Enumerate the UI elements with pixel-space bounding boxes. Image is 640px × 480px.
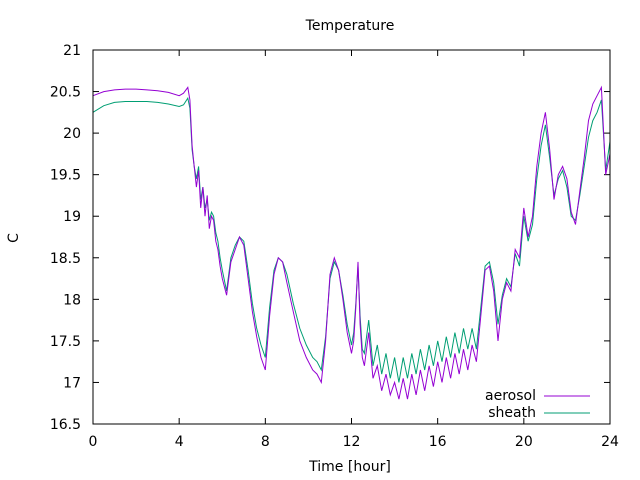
y-tick-label: 21 bbox=[63, 43, 81, 59]
x-tick-label: 12 bbox=[343, 434, 361, 450]
y-tick-label: 19 bbox=[63, 209, 81, 225]
y-tick-label: 17.5 bbox=[50, 334, 81, 350]
y-tick-label: 20 bbox=[63, 126, 81, 142]
x-tick-label: 16 bbox=[429, 434, 447, 450]
legend-label-sheath: sheath bbox=[488, 405, 536, 421]
legend: aerosol sheath bbox=[485, 388, 590, 421]
series-line-aerosol bbox=[92, 85, 611, 400]
x-axis-label: Time [hour] bbox=[308, 459, 391, 475]
x-tick-label: 8 bbox=[261, 434, 270, 450]
y-tick-label: 20.5 bbox=[50, 85, 81, 101]
y-tick-label: 17 bbox=[63, 375, 81, 391]
y-tick-label: 19.5 bbox=[50, 168, 81, 184]
chart-title: Temperature bbox=[305, 18, 395, 34]
y-axis-label: C bbox=[6, 233, 22, 243]
x-tick-label: 0 bbox=[89, 434, 98, 450]
y-tick-label: 18.5 bbox=[50, 251, 81, 267]
y-tick-label: 16.5 bbox=[50, 417, 81, 433]
x-tick-label: 20 bbox=[515, 434, 533, 450]
series-lines bbox=[92, 85, 611, 400]
x-tick-label: 4 bbox=[175, 434, 184, 450]
x-tick-label: 24 bbox=[601, 434, 619, 450]
plot-frame bbox=[92, 49, 611, 425]
legend-label-aerosol: aerosol bbox=[485, 388, 536, 404]
y-tick-label: 18 bbox=[63, 292, 81, 308]
